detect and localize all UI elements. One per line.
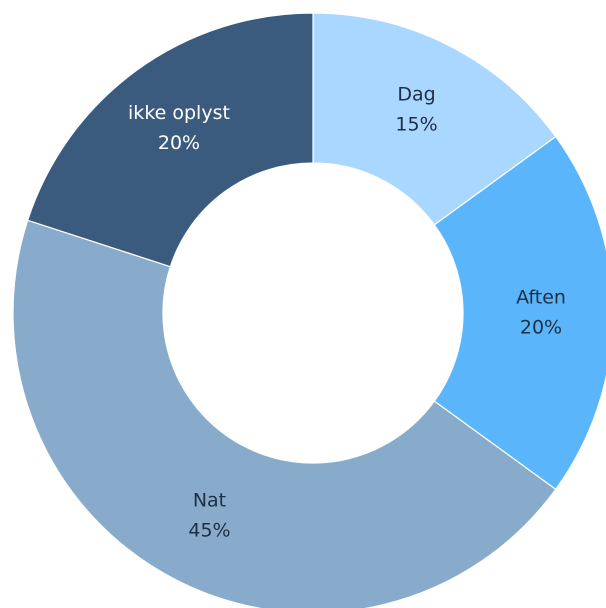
slice-label-nat: Nat (193, 490, 226, 512)
slice-value-aften: 20% (520, 317, 562, 339)
slice-nat (12, 219, 557, 608)
labels-layer: Dag 15% Aften 20% Nat 45% ikke oplyst 20% (128, 83, 566, 541)
slices-layer (12, 12, 606, 608)
slice-dag (312, 12, 557, 226)
slice-label-ikke-oplyst: ikke oplyst (128, 102, 230, 124)
slice-value-ikke-oplyst: 20% (158, 132, 200, 154)
slice-value-nat: 45% (188, 520, 230, 542)
slice-label-dag: Dag (397, 83, 435, 105)
slice-value-dag: 15% (395, 113, 437, 135)
slice-label-aften: Aften (516, 287, 566, 309)
slice-ikke-oplyst (26, 12, 314, 268)
slice-aften (433, 135, 606, 491)
